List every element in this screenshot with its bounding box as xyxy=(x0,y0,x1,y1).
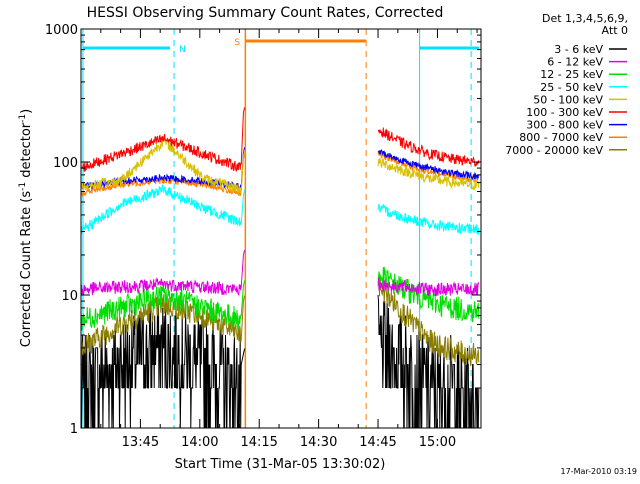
marker-s-label: S xyxy=(234,38,240,48)
x-tick-label: 15:00 xyxy=(419,435,456,450)
y-tick-label: 100 xyxy=(53,156,78,171)
x-tick-label: 14:00 xyxy=(181,435,218,450)
y-axis-label-exp-2: -1 xyxy=(18,114,28,123)
series-post-50-100keV xyxy=(377,157,480,191)
y-tick-label: 1 xyxy=(70,422,78,437)
x-tick-label: 14:45 xyxy=(359,435,396,450)
legend-entry-label: 7000 - 20000 keV xyxy=(505,144,603,157)
series-pre-6-12keV xyxy=(80,249,246,297)
y-axis-label: Corrected Count Rate (s-1 detector-1) xyxy=(18,109,34,347)
series-pre-25-50keV xyxy=(80,183,246,235)
series-post-25-50keV xyxy=(377,203,480,235)
legend-entry-label: 25 - 50 keV xyxy=(540,81,603,94)
legend-header-line-2: Att 0 xyxy=(602,24,628,37)
axis-layer: 1 10 100 1000 13:45 14:00 14:15 14:30 14:45 15:00 xyxy=(45,23,481,450)
legend-entry-label: 100 - 300 keV xyxy=(526,106,603,119)
series-post-300-800keV xyxy=(377,149,480,181)
legend-entry-label: 300 - 800 keV xyxy=(526,119,603,132)
x-axis-label: Start Time (31-Mar-05 13:30:02) xyxy=(175,457,386,472)
y-axis-label-part-3: ) xyxy=(19,109,34,114)
legend-entry-label: 12 - 25 keV xyxy=(540,68,603,81)
y-axis-label-exp-1: -1 xyxy=(18,182,28,191)
series-post-7000-20000keV xyxy=(377,273,480,367)
marker-n-label: N xyxy=(179,45,186,55)
legend-entry-label: 3 - 6 keV xyxy=(554,43,603,56)
series-post-6-12keV xyxy=(377,277,480,297)
legend-entry-label: 50 - 100 keV xyxy=(533,93,603,106)
series-post-3-6keV xyxy=(377,294,480,429)
series-layer xyxy=(80,107,480,429)
plot-frame xyxy=(80,28,482,429)
y-tick-label: 1000 xyxy=(45,23,78,38)
y-axis-label-part-2: detector xyxy=(19,122,34,182)
legend-header-line-1: Det 1,3,4,5,6,9, xyxy=(542,12,628,25)
y-tick-label: 10 xyxy=(61,289,78,304)
legend-entry-label: 800 - 7000 keV xyxy=(519,131,603,144)
chart-title: HESSI Observing Summary Count Rates, Cor… xyxy=(87,5,444,21)
series-pre-3-6keV xyxy=(80,301,246,429)
series-pre-12-25keV xyxy=(80,280,246,331)
x-tick-label: 13:45 xyxy=(122,435,159,450)
series-pre-100-300keV xyxy=(80,107,246,172)
series-post-100-300keV xyxy=(377,127,480,167)
x-tick-label: 14:30 xyxy=(300,435,337,450)
series-post-12-25keV xyxy=(377,266,480,323)
series-pre-50-100keV xyxy=(80,135,246,194)
timestamp: 17-Mar-2010 03:19 xyxy=(561,467,638,476)
x-tick-label: 14:15 xyxy=(240,435,277,450)
y-axis-label-part-1: Corrected Count Rate (s xyxy=(19,191,34,348)
legend-entry-label: 6 - 12 keV xyxy=(547,56,603,69)
